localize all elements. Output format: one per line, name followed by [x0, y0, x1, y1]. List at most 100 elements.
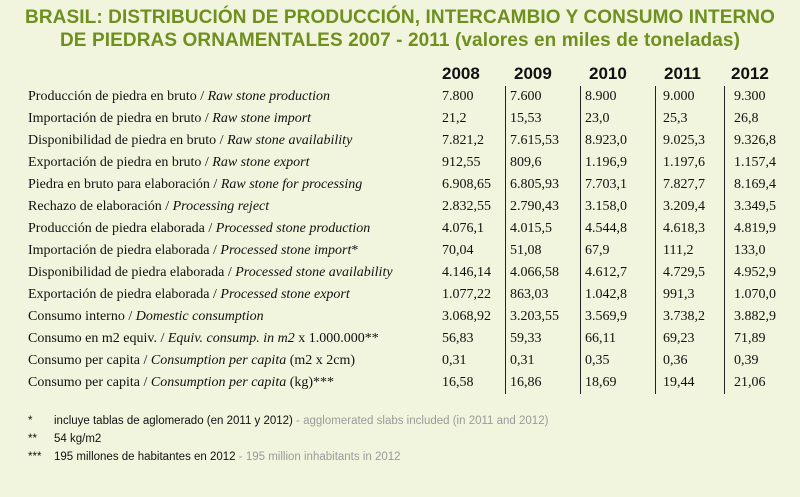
footnote-marker: *** [28, 451, 42, 463]
table-cell: 16,86 [510, 375, 542, 390]
table-cell: 3.569,9 [585, 309, 627, 324]
row-label: Exportación de piedra en bruto / Raw sto… [28, 152, 310, 174]
row-label-suffix: x 1.000.000** [294, 331, 379, 346]
table-cell: 991,3 [663, 287, 695, 302]
table-cell: 0,31 [510, 353, 535, 368]
table-row: Consumo per capita / Consumption per cap… [0, 350, 800, 372]
row-label: Importación de piedra elaborada / Proces… [28, 240, 358, 262]
footnote-marker: * [28, 415, 33, 427]
table-cell: 4.076,1 [442, 221, 484, 236]
year-header-cell: 2009 [514, 64, 552, 83]
row-label: Consumo per capita / Consumption per cap… [28, 372, 334, 394]
table-cell: 3.209,4 [663, 199, 705, 214]
table-cell: 4.015,5 [510, 221, 552, 236]
table-title: BRASIL: DISTRIBUCIÓN DE PRODUCCIÓN, INTE… [0, 6, 800, 52]
row-label: Producción de piedra en bruto / Raw ston… [28, 86, 330, 108]
row-label-en: Raw stone availability [227, 133, 353, 148]
table-cell: 3.158,0 [585, 199, 627, 214]
column-divider [724, 86, 725, 394]
row-label-es: Exportación de piedra elaborada / [28, 287, 221, 302]
table-cell: 863,03 [510, 287, 549, 302]
row-label-es: Importación de piedra elaborada / [28, 243, 221, 258]
title-line-2: DE PIEDRAS ORNAMENTALES 2007 - 2011 (val… [59, 30, 740, 51]
row-label-es: Piedra en bruto para elaboración / [28, 177, 221, 192]
title-line-1: BRASIL: DISTRIBUCIÓN DE PRODUCCIÓN, INTE… [25, 7, 775, 28]
table-cell: 133,0 [734, 243, 766, 258]
row-label: Exportación de piedra elaborada / Proces… [28, 284, 350, 306]
table-cell: 3.203,55 [510, 309, 559, 324]
table-cell: 15,53 [510, 111, 542, 126]
table-cell: 8.900 [585, 89, 617, 104]
row-label-en: Processed stone production [215, 221, 371, 236]
table-cell: 4.729,5 [663, 265, 705, 280]
table-cell: 71,89 [734, 331, 766, 346]
row-label: Disponibilidad de piedra elaborada / Pro… [28, 262, 393, 284]
table-cell: 6.908,65 [442, 177, 491, 192]
row-label-en: Processed stone import [220, 243, 352, 258]
table-cell: 7.800 [442, 89, 474, 104]
table-cell: 25,3 [663, 111, 688, 126]
row-label-es: Consumo en m2 equiv. / [28, 331, 168, 346]
footnotes: * incluye tablas de aglomerado (en 2011 y… [28, 412, 548, 466]
table-cell: 0,36 [663, 353, 688, 368]
table-cell: 4.618,3 [663, 221, 705, 236]
table-cell: 66,11 [585, 331, 616, 346]
row-label-en: Raw stone production [207, 89, 330, 104]
footnote-en: 195 million inhabitants in 2012 [245, 451, 401, 463]
table-cell: 1.070,0 [734, 287, 776, 302]
table-cell: 16,58 [442, 375, 474, 390]
table-cell: 19,44 [663, 375, 695, 390]
row-label-en: Processed stone export [220, 287, 350, 302]
column-divider [655, 86, 656, 394]
table-cell: 3.882,9 [734, 309, 776, 324]
table-cell: 70,04 [442, 243, 474, 258]
table-cell: 26,8 [734, 111, 759, 126]
table-cell: 4.819,9 [734, 221, 776, 236]
row-label-es: Rechazo de elaboración / [28, 199, 173, 214]
table-row: Producción de piedra en bruto / Raw ston… [0, 86, 800, 108]
footnote-separator: - [235, 451, 246, 463]
table-cell: 4.544,8 [585, 221, 627, 236]
table-cell: 0,31 [442, 353, 467, 368]
table-cell: 67,9 [585, 243, 610, 258]
row-label: Disponibilidad de piedra en bruto / Raw … [28, 130, 352, 152]
row-label-es: Importación de piedra en bruto / [28, 111, 213, 126]
row-label-suffix: (kg)*** [286, 375, 335, 390]
table-cell: 2.790,43 [510, 199, 559, 214]
table-cell: 3.349,5 [734, 199, 776, 214]
table-cell: 912,55 [442, 155, 481, 170]
table-cell: 111,2 [663, 243, 694, 258]
table-cell: 4.612,7 [585, 265, 627, 280]
table-cell: 4.952,9 [734, 265, 776, 280]
footnote-marker: ** [28, 433, 37, 445]
row-label-es: Consumo interno / [28, 309, 136, 324]
table-cell: 1.157,4 [734, 155, 776, 170]
row-label-es: Exportación de piedra en bruto / [28, 155, 213, 170]
table-cell: 23,0 [585, 111, 610, 126]
row-label: Importación de piedra en bruto / Raw sto… [28, 108, 311, 130]
table-cell: 1.042,8 [585, 287, 627, 302]
row-label-es: Consumo per capita / [28, 353, 151, 368]
table-cell: 8.923,0 [585, 133, 627, 148]
table-cell: 1.077,22 [442, 287, 491, 302]
row-label-es: Disponibilidad de piedra en bruto / [28, 133, 228, 148]
footnote-es: 195 millones de habitantes en 2012 [54, 451, 236, 463]
footnote: *** 195 millones de habitantes en 2012 - … [28, 448, 548, 466]
table-row: Importación de piedra elaborada / Proces… [0, 240, 800, 262]
table-cell: 59,33 [510, 331, 542, 346]
table-cell: 809,6 [510, 155, 542, 170]
table-cell: 0,35 [585, 353, 610, 368]
table-row: Consumo per capita / Consumption per cap… [0, 372, 800, 394]
table-cell: 51,08 [510, 243, 542, 258]
row-label: Rechazo de elaboración / Processing reje… [28, 196, 269, 218]
row-label: Producción de piedra elaborada / Process… [28, 218, 370, 240]
table-cell: 7.703,1 [585, 177, 627, 192]
row-label: Consumo en m2 equiv. / Equiv. consump. i… [28, 328, 379, 350]
row-label-suffix: (m2 x 2cm) [286, 353, 356, 368]
year-header-cell: 2008 [442, 64, 480, 83]
table-row: Importación de piedra en bruto / Raw sto… [0, 108, 800, 130]
year-header-cell: 2012 [731, 64, 769, 83]
table-row: Consumo interno / Domestic consumption 3.… [0, 306, 800, 328]
table-row: Producción de piedra elaborada / Process… [0, 218, 800, 240]
row-label-es: Producción de piedra elaborada / [28, 221, 216, 236]
